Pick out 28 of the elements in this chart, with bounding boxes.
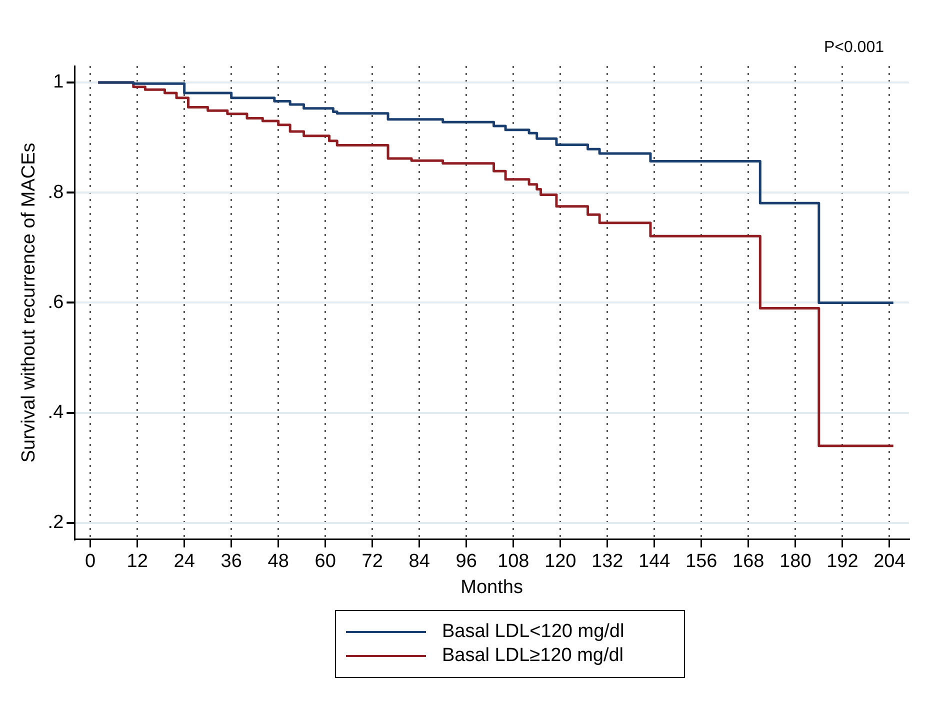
x-tick-label: 120: [544, 551, 576, 572]
x-tick-label: 96: [456, 551, 477, 572]
x-axis-title: Months: [460, 576, 523, 598]
x-tick-label: 24: [174, 551, 196, 572]
y-tick-label: 1: [53, 72, 64, 93]
legend-label: Basal LDL≥120 mg/dl: [442, 645, 624, 667]
x-tick-label: 204: [874, 551, 906, 572]
y-tick-label: .4: [48, 402, 64, 424]
x-tick-label: 156: [686, 551, 718, 572]
x-tick-label: 132: [592, 551, 624, 572]
x-tick-label: 12: [126, 551, 148, 572]
x-tick-label: 48: [268, 551, 289, 572]
x-tick-label: 144: [638, 551, 671, 572]
y-tick-label: .2: [48, 512, 64, 534]
x-tick-label: 60: [314, 551, 336, 572]
y-axis-title: Survival without recurrence of MACEs: [18, 142, 40, 463]
x-tick-label: 108: [498, 551, 530, 572]
x-tick-label: 0: [85, 551, 96, 572]
x-tick-label: 84: [408, 551, 430, 572]
x-tick-label: 168: [732, 551, 764, 572]
y-tick-label: .8: [48, 182, 64, 203]
x-tick-label: 72: [362, 551, 383, 572]
x-tick-label: 180: [780, 551, 812, 572]
x-tick-label: 36: [220, 551, 242, 572]
x-tick-label: 192: [826, 551, 858, 572]
legend-label: Basal LDL<120 mg/dl: [442, 621, 624, 643]
y-tick-label: .6: [48, 292, 64, 313]
text: P<0.001: [824, 39, 884, 56]
